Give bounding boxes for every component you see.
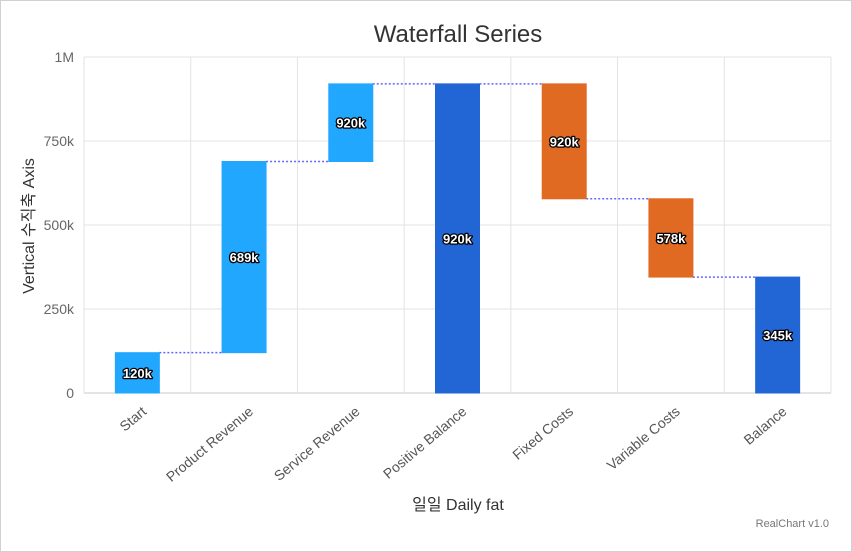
data-label: 920k [550, 134, 580, 149]
data-label: 120k [123, 366, 153, 381]
x-tick-label: Positive Balance [380, 403, 470, 482]
x-tick-label: Start [116, 403, 149, 434]
bar [435, 83, 480, 394]
y-tick-label: 500k [44, 217, 75, 233]
y-tick-label: 750k [44, 133, 75, 149]
chart-title: Waterfall Series [374, 21, 543, 48]
bar [221, 160, 267, 354]
credit-label: RealChart v1.0 [756, 518, 829, 530]
bar [755, 276, 801, 394]
bar [114, 352, 160, 394]
x-tick-label: Service Revenue [271, 403, 363, 484]
data-label: 920k [443, 231, 473, 246]
x-tick-label: Product Revenue [163, 403, 256, 485]
bar [541, 83, 587, 200]
x-tick-label: Fixed Costs [509, 403, 576, 463]
y-tick-label: 1M [55, 49, 74, 65]
data-label: 689k [230, 250, 260, 265]
x-tick-label: Balance [741, 403, 790, 448]
data-label: 345k [763, 328, 793, 343]
x-axis-title: 일일 Daily fat [412, 496, 504, 514]
bar [648, 198, 694, 278]
data-label: 578k [656, 231, 686, 246]
x-tick-label: Variable Costs [604, 403, 683, 473]
y-tick-label: 250k [44, 301, 75, 317]
y-tick-label: 0 [66, 385, 74, 401]
y-axis-title: Vertical 수직축 Axis [20, 158, 38, 294]
data-label: 920k [336, 116, 366, 131]
bar [328, 83, 374, 162]
